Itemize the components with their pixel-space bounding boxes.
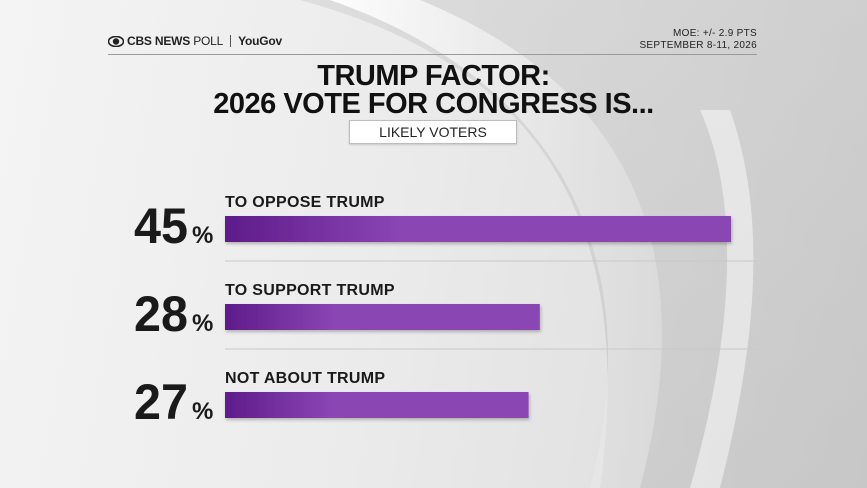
title-line-2: 2026 VOTE FOR CONGRESS IS... [213, 88, 654, 120]
percent-sign: % [192, 398, 213, 425]
partner-logo: YouGov [238, 34, 283, 48]
margin-of-error: MOE: +/- 2.9 PTS [673, 28, 757, 39]
category-label: TO OPPOSE TRUMP [225, 194, 385, 211]
brand-name: CBS NEWS [127, 34, 191, 48]
bar [225, 304, 540, 330]
title-line-1: TRUMP FACTOR: [317, 60, 550, 92]
brand-logo: CBS NEWS POLL YouGov [108, 34, 282, 48]
value-label: 27 [134, 374, 188, 430]
poll-meta: MOE: +/- 2.9 PTS SEPTEMBER 8-11, 2026 [639, 28, 757, 52]
category-label: TO SUPPORT TRUMP [225, 282, 395, 299]
chart-subtitle: LIKELY VOTERS [349, 120, 517, 144]
bar [225, 216, 731, 242]
value-label: 45 [134, 198, 188, 254]
bar [225, 392, 529, 418]
header-divider [108, 54, 757, 55]
value-label: 28 [134, 286, 188, 342]
poll-dates: SEPTEMBER 8-11, 2026 [639, 40, 757, 51]
brand-poll: POLL [193, 34, 224, 48]
cbs-eye-icon [108, 35, 124, 47]
percent-sign: % [192, 310, 213, 337]
category-label: NOT ABOUT TRUMP [225, 370, 385, 387]
percent-sign: % [192, 222, 213, 249]
brand-divider [230, 35, 232, 47]
chart-title: TRUMP FACTOR: 2026 VOTE FOR CONGRESS IS.… [0, 60, 867, 120]
